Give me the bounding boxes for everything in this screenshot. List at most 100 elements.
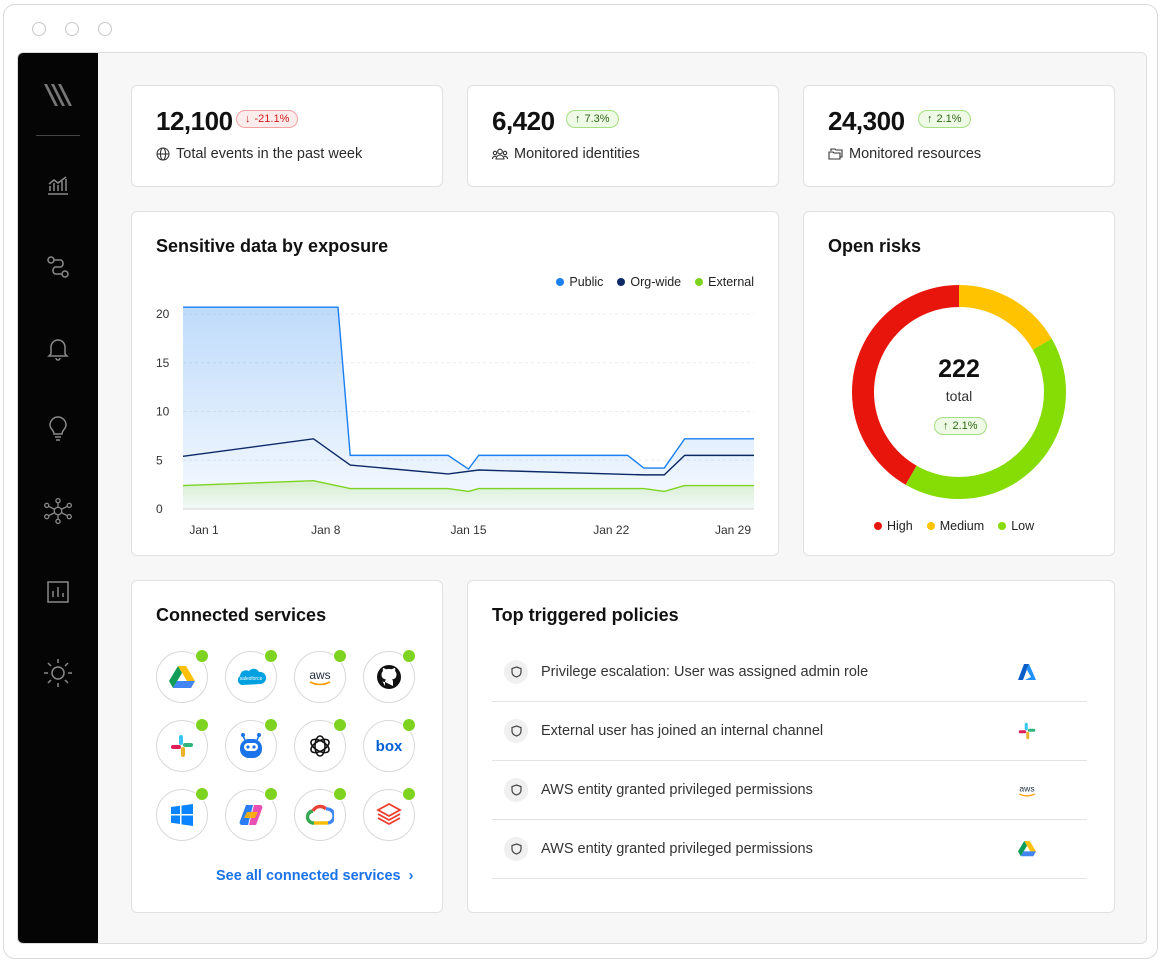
change-badge: ↑ 2.1% <box>918 110 971 128</box>
stat-label: Monitored resources <box>828 146 981 162</box>
stat-value: 24,300 <box>828 106 905 136</box>
shield-icon <box>504 719 528 743</box>
legend-item[interactable]: Org-wide <box>617 275 681 289</box>
change-badge: ↑ 2.1% <box>934 417 987 435</box>
users-icon <box>492 148 508 160</box>
svg-text:box: box <box>376 738 403 755</box>
sun-icon[interactable] <box>43 658 73 688</box>
y-tick-label: 0 <box>156 502 163 516</box>
legend-item[interactable]: Low <box>998 519 1034 533</box>
exposure-area-chart: 0 5 10 15 20 Jan 1 Jan 8 Jan 15 Jan 22 Jan 29 <box>156 306 754 537</box>
service-databricks[interactable] <box>363 787 416 841</box>
series-area-external <box>183 480 754 509</box>
shield-icon <box>504 837 528 861</box>
shield-icon <box>504 660 528 684</box>
service-google-drive[interactable] <box>156 649 209 703</box>
aws-icon: aws <box>309 668 331 686</box>
connected-dot <box>333 787 347 801</box>
salesforce-icon: salesforce <box>237 668 266 685</box>
donut-slice-high[interactable] <box>852 285 1066 499</box>
connected-dot <box>264 787 278 801</box>
series-line-public[interactable] <box>183 306 754 470</box>
arrow-up-icon: ↑ <box>943 419 949 432</box>
service-copilot-bot[interactable] <box>225 718 278 772</box>
service-microsoft-copilot[interactable] <box>225 787 278 841</box>
service-aws[interactable]: aws <box>294 649 347 703</box>
connected-dot <box>195 787 209 801</box>
slack-icon <box>171 735 193 757</box>
risks-donut-chart <box>852 285 1066 499</box>
service-box[interactable]: box <box>363 718 416 772</box>
azure-icon <box>1018 664 1036 680</box>
network-icon[interactable] <box>43 496 73 526</box>
stat-card-resources: 24,300 ↑ 2.1% Monitored resources <box>803 85 1115 187</box>
shield-icon <box>504 778 528 802</box>
service-google-cloud[interactable] <box>294 787 347 841</box>
slack-icon <box>1018 722 1036 740</box>
legend-item[interactable]: Public <box>556 275 603 289</box>
series-line-org-wide[interactable] <box>182 438 754 476</box>
policy-row[interactable]: External user has joined an internal cha… <box>492 702 1087 761</box>
change-badge: ↑ 7.3% <box>566 110 619 128</box>
google-drive-icon <box>1018 841 1036 857</box>
report-icon[interactable] <box>43 577 73 607</box>
stat-value: 6,420 <box>492 106 555 136</box>
bell-icon[interactable] <box>43 334 73 364</box>
legend-item[interactable]: Medium <box>926 519 984 533</box>
connected-dot <box>333 718 347 732</box>
lightbulb-icon[interactable] <box>43 414 73 444</box>
series-line-external[interactable] <box>182 480 754 493</box>
see-all-services-link[interactable]: See all connected services › <box>216 868 414 884</box>
dashboard-frame: 12,100 ↓ -21.1% Total events in the past … <box>17 52 1147 944</box>
window-minimize-control[interactable] <box>65 22 79 36</box>
policy-row[interactable]: AWS entity granted privileged permission… <box>492 820 1087 879</box>
x-tick-label: Jan 15 <box>450 523 486 537</box>
globe-icon <box>156 147 170 161</box>
chart-legend: Public Org-wide External <box>556 275 754 289</box>
service-github[interactable] <box>363 649 416 703</box>
sidebar <box>18 53 98 943</box>
top-policies-card: Top triggered policies Privilege escalat… <box>467 580 1115 913</box>
svg-text:aws: aws <box>309 668 330 682</box>
service-openai[interactable] <box>294 718 347 772</box>
open-risks-card: Open risks 222 total ↑ 2.1% High Medium L… <box>803 211 1115 556</box>
card-title: Open risks <box>828 236 922 256</box>
change-badge: ↓ -21.1% <box>236 110 299 128</box>
stat-value: 12,100 <box>156 106 233 136</box>
connected-services-card: Connected services salesforce aws box Se… <box>131 580 443 913</box>
window-maximize-control[interactable] <box>98 22 112 36</box>
stat-card-events: 12,100 ↓ -21.1% Total events in the past … <box>131 85 443 187</box>
service-slack[interactable] <box>156 718 209 772</box>
service-salesforce[interactable]: salesforce <box>225 649 278 703</box>
window-close-control[interactable] <box>32 22 46 36</box>
connected-dot <box>264 649 278 663</box>
donut-slice-low[interactable] <box>852 285 1066 499</box>
arrow-up-icon: ↑ <box>927 112 933 125</box>
card-title: Sensitive data by exposure <box>156 236 389 256</box>
microsoft-copilot-icon <box>239 805 263 825</box>
y-tick-label: 5 <box>156 453 163 467</box>
card-title: Connected services <box>156 605 327 625</box>
google-drive-icon <box>169 665 195 688</box>
logo-icon[interactable] <box>43 80 73 110</box>
x-tick-label: Jan 1 <box>189 523 219 537</box>
service-windows[interactable] <box>156 787 209 841</box>
analytics-icon[interactable] <box>43 170 73 200</box>
policy-row[interactable]: Privilege escalation: User was assigned … <box>492 643 1087 702</box>
sidebar-divider <box>36 135 80 136</box>
x-tick-label: Jan 29 <box>715 523 751 537</box>
google-cloud-icon <box>306 804 334 825</box>
risks-total-label: total <box>945 388 973 404</box>
legend-item[interactable]: External <box>695 275 754 289</box>
workflow-icon[interactable] <box>43 252 73 282</box>
exposure-chart-card: Sensitive data by exposure Public Org-wi… <box>131 211 779 556</box>
folders-icon <box>828 148 843 160</box>
legend-item[interactable]: High <box>874 519 913 533</box>
risks-total: 222 <box>938 355 980 383</box>
policy-text: AWS entity granted privileged permission… <box>541 841 813 857</box>
openai-icon <box>310 735 330 757</box>
databricks-icon <box>376 802 402 826</box>
connected-dot <box>402 787 416 801</box>
policy-row[interactable]: AWS entity granted privileged permission… <box>492 761 1087 820</box>
stat-label: Total events in the past week <box>156 146 362 162</box>
